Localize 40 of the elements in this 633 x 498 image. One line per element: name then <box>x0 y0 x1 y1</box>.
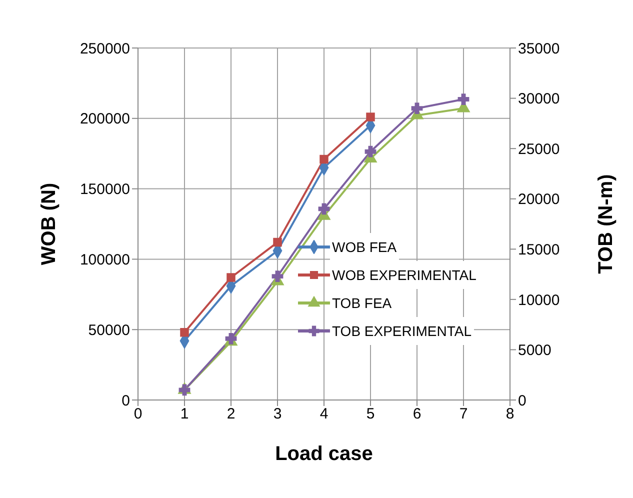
y2-tick-label: 5000 <box>518 342 552 360</box>
point <box>226 273 236 282</box>
y2-tick-label: 10000 <box>518 292 560 309</box>
point <box>458 94 470 105</box>
point <box>318 203 330 215</box>
y2-tick-label: 30000 <box>518 90 560 108</box>
x-tick-label: 1 <box>180 406 189 423</box>
y-axis-title: WOB (N) <box>38 182 60 266</box>
x-tick-label: 8 <box>506 406 514 423</box>
legend-label: TOB EXPERIMENTAL <box>330 317 474 345</box>
y-tick-label: 50000 <box>88 322 130 339</box>
point <box>366 112 375 122</box>
legend-label: TOB FEA <box>330 289 394 317</box>
x-tick-label: 4 <box>320 406 328 423</box>
y2-tick-label: 25000 <box>518 140 560 158</box>
x-tick-label: 0 <box>134 406 142 423</box>
x-tick-label: 3 <box>273 406 282 423</box>
x-tick-label: 6 <box>412 406 422 423</box>
y2-tick-label: 35000 <box>518 40 560 58</box>
x-tick-label: 2 <box>226 406 236 423</box>
y2-axis-title: TOB (N-m) <box>595 174 618 274</box>
y-tick-label: 100000 <box>80 252 130 269</box>
x-axis-title: Load case <box>275 443 373 465</box>
y2-tick-label: 0 <box>518 392 526 410</box>
legend-label: WOB EXPERIMENTAL <box>330 261 478 289</box>
point <box>411 102 423 114</box>
y2-tick-label: 15000 <box>518 241 560 258</box>
y-tick-label: 0 <box>122 392 130 410</box>
point <box>273 238 282 247</box>
legend-label: WOB FEA <box>330 233 399 261</box>
x-tick-label: 5 <box>366 406 375 423</box>
point <box>364 146 376 158</box>
point <box>320 154 328 164</box>
y-tick-label: 250000 <box>80 40 130 58</box>
y-tick-label: 150000 <box>80 181 130 198</box>
point <box>272 270 284 282</box>
x-tick-label: 7 <box>459 406 468 423</box>
y2-tick-label: 20000 <box>518 191 560 208</box>
y-tick-label: 200000 <box>80 110 130 128</box>
point <box>180 328 189 337</box>
